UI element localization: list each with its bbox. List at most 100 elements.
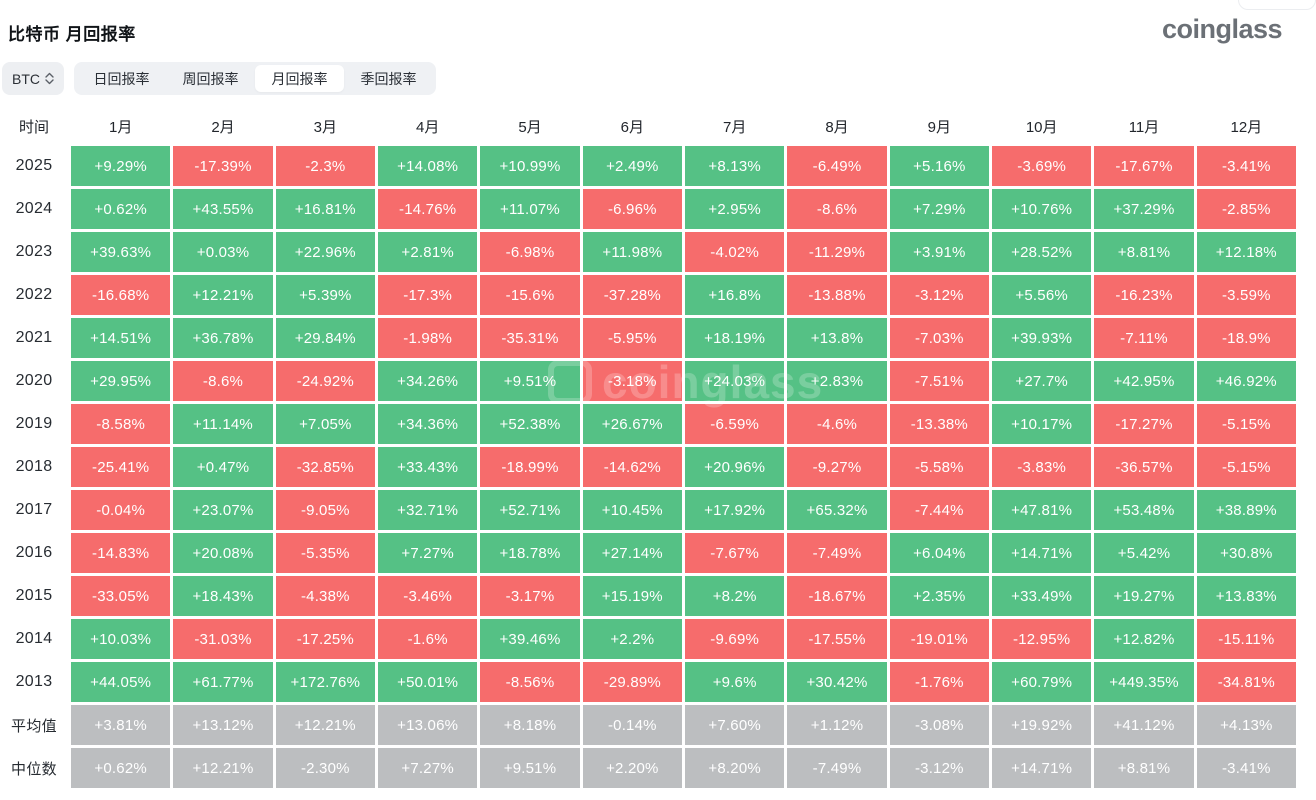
- return-cell-2020-7月: +24.03%: [685, 361, 785, 401]
- return-cell-2021-12月: -18.9%: [1196, 318, 1296, 358]
- tab-3[interactable]: 月回报率: [255, 65, 344, 92]
- return-cell-中位数-9月: -3.12%: [889, 748, 989, 788]
- return-cell-2015-5月: -3.17%: [480, 576, 580, 616]
- returns-table: 时间 1月 2月 3月 4月 5月 6月 7月 8月 9月 10月 11月 12月 2025 +9.29% -…: [0, 103, 1296, 788]
- return-cell-2023-1月: +39.63%: [71, 232, 171, 272]
- return-cell-2022-10月: +5.56%: [992, 275, 1092, 315]
- return-cell-2018-10月: -3.83%: [992, 447, 1092, 487]
- return-cell-2015-1月: -33.05%: [71, 576, 171, 616]
- return-cell-2022-3月: +5.39%: [275, 275, 375, 315]
- return-cell-2025-3月: -2.3%: [275, 146, 375, 186]
- return-cell-2024-11月: +37.29%: [1094, 189, 1194, 229]
- return-cell-2020-10月: +27.7%: [992, 361, 1092, 401]
- return-cell-2014-8月: -17.55%: [787, 619, 887, 659]
- return-cell-2021-2月: +36.78%: [173, 318, 273, 358]
- return-cell-2021-7月: +18.19%: [685, 318, 785, 358]
- return-cell-2019-11月: -17.27%: [1094, 404, 1194, 444]
- row-label-2020: 2020: [15, 372, 53, 389]
- coin-select[interactable]: BTC: [2, 62, 64, 95]
- return-cell-2018-5月: -18.99%: [480, 447, 580, 487]
- return-cell-2021-5月: -35.31%: [480, 318, 580, 358]
- return-cell-2019-7月: -6.59%: [685, 404, 785, 444]
- return-cell-2013-4月: +50.01%: [378, 662, 478, 702]
- return-cell-2016-3月: -5.35%: [275, 533, 375, 573]
- return-cell-平均值-11月: +41.12%: [1094, 705, 1194, 745]
- return-cell-2022-11月: -16.23%: [1094, 275, 1194, 315]
- return-cell-中位数-1月: +0.62%: [71, 748, 171, 788]
- row-label-2024: 2024: [15, 200, 53, 217]
- return-cell-2022-2月: +12.21%: [173, 275, 273, 315]
- return-cell-平均值-4月: +13.06%: [378, 705, 478, 745]
- tab-4[interactable]: 季回报率: [360, 70, 417, 87]
- return-cell-2013-11月: +449.35%: [1094, 662, 1194, 702]
- return-cell-2023-11月: +8.81%: [1094, 232, 1194, 272]
- return-cell-2021-1月: +14.51%: [71, 318, 171, 358]
- return-cell-2016-11月: +5.42%: [1094, 533, 1194, 573]
- return-cell-平均值-6月: -0.14%: [582, 705, 682, 745]
- return-cell-2024-2月: +43.55%: [173, 189, 273, 229]
- return-cell-2015-8月: -18.67%: [787, 576, 887, 616]
- tab-2[interactable]: 周回报率: [182, 70, 239, 87]
- row-label-2019: 2019: [15, 415, 53, 432]
- return-cell-2014-2月: -31.03%: [173, 619, 273, 659]
- return-cell-2018-11月: -36.57%: [1094, 447, 1194, 487]
- return-cell-2024-6月: -6.96%: [582, 189, 682, 229]
- return-cell-2020-1月: +29.95%: [71, 361, 171, 401]
- return-cell-2016-7月: -7.67%: [685, 533, 785, 573]
- column-header-month-10: 10月: [1025, 118, 1058, 136]
- return-cell-2023-12月: +12.18%: [1196, 232, 1296, 272]
- return-cell-2019-4月: +34.36%: [378, 404, 478, 444]
- return-cell-中位数-4月: +7.27%: [378, 748, 478, 788]
- return-cell-2016-5月: +18.78%: [480, 533, 580, 573]
- tab-group: 日回报率 周回报率 月回报率 季回报率: [74, 62, 436, 95]
- return-cell-2019-9月: -13.38%: [889, 404, 989, 444]
- return-cell-2013-7月: +9.6%: [685, 662, 785, 702]
- return-cell-2014-5月: +39.46%: [480, 619, 580, 659]
- return-cell-2017-10月: +47.81%: [992, 490, 1092, 530]
- return-cell-2022-6月: -37.28%: [582, 275, 682, 315]
- return-cell-2014-11月: +12.82%: [1094, 619, 1194, 659]
- return-cell-2015-6月: +15.19%: [582, 576, 682, 616]
- return-cell-2015-2月: +18.43%: [173, 576, 273, 616]
- return-cell-平均值-3月: +12.21%: [275, 705, 375, 745]
- return-cell-2024-7月: +2.95%: [685, 189, 785, 229]
- return-cell-2015-3月: -4.38%: [275, 576, 375, 616]
- return-cell-2017-11月: +53.48%: [1094, 490, 1194, 530]
- return-cell-2019-3月: +7.05%: [275, 404, 375, 444]
- return-cell-2017-4月: +32.71%: [378, 490, 478, 530]
- column-header-month-7: 7月: [722, 118, 747, 136]
- return-cell-2019-8月: -4.6%: [787, 404, 887, 444]
- row-label-2015: 2015: [15, 587, 53, 604]
- return-cell-2013-8月: +30.42%: [787, 662, 887, 702]
- return-cell-2016-4月: +7.27%: [378, 533, 478, 573]
- tab-1[interactable]: 日回报率: [93, 70, 150, 87]
- return-cell-2024-12月: -2.85%: [1196, 189, 1296, 229]
- return-cell-2020-4月: +34.26%: [378, 361, 478, 401]
- return-cell-2017-7月: +17.92%: [685, 490, 785, 530]
- return-cell-2022-1月: -16.68%: [71, 275, 171, 315]
- return-cell-2022-5月: -15.6%: [480, 275, 580, 315]
- return-cell-2017-1月: -0.04%: [71, 490, 171, 530]
- row-label-2014: 2014: [15, 630, 53, 647]
- return-cell-2022-8月: -13.88%: [787, 275, 887, 315]
- return-cell-中位数-6月: +2.20%: [582, 748, 682, 788]
- return-cell-中位数-10月: +14.71%: [992, 748, 1092, 788]
- return-cell-2017-9月: -7.44%: [889, 490, 989, 530]
- return-cell-2021-10月: +39.93%: [992, 318, 1092, 358]
- return-cell-2013-6月: -29.89%: [582, 662, 682, 702]
- return-cell-2018-9月: -5.58%: [889, 447, 989, 487]
- return-cell-2020-8月: +2.83%: [787, 361, 887, 401]
- return-cell-2013-9月: -1.76%: [889, 662, 989, 702]
- return-cell-2014-7月: -9.69%: [685, 619, 785, 659]
- return-cell-2020-11月: +42.95%: [1094, 361, 1194, 401]
- return-cell-2025-7月: +8.13%: [685, 146, 785, 186]
- return-cell-2019-2月: +11.14%: [173, 404, 273, 444]
- return-cell-2024-9月: +7.29%: [889, 189, 989, 229]
- return-cell-2025-8月: -6.49%: [787, 146, 887, 186]
- return-cell-2025-10月: -3.69%: [992, 146, 1092, 186]
- return-cell-2014-12月: -15.11%: [1196, 619, 1296, 659]
- return-cell-2016-6月: +27.14%: [582, 533, 682, 573]
- return-cell-2022-4月: -17.3%: [378, 275, 478, 315]
- row-label-2016: 2016: [15, 544, 53, 561]
- return-cell-2020-3月: -24.92%: [275, 361, 375, 401]
